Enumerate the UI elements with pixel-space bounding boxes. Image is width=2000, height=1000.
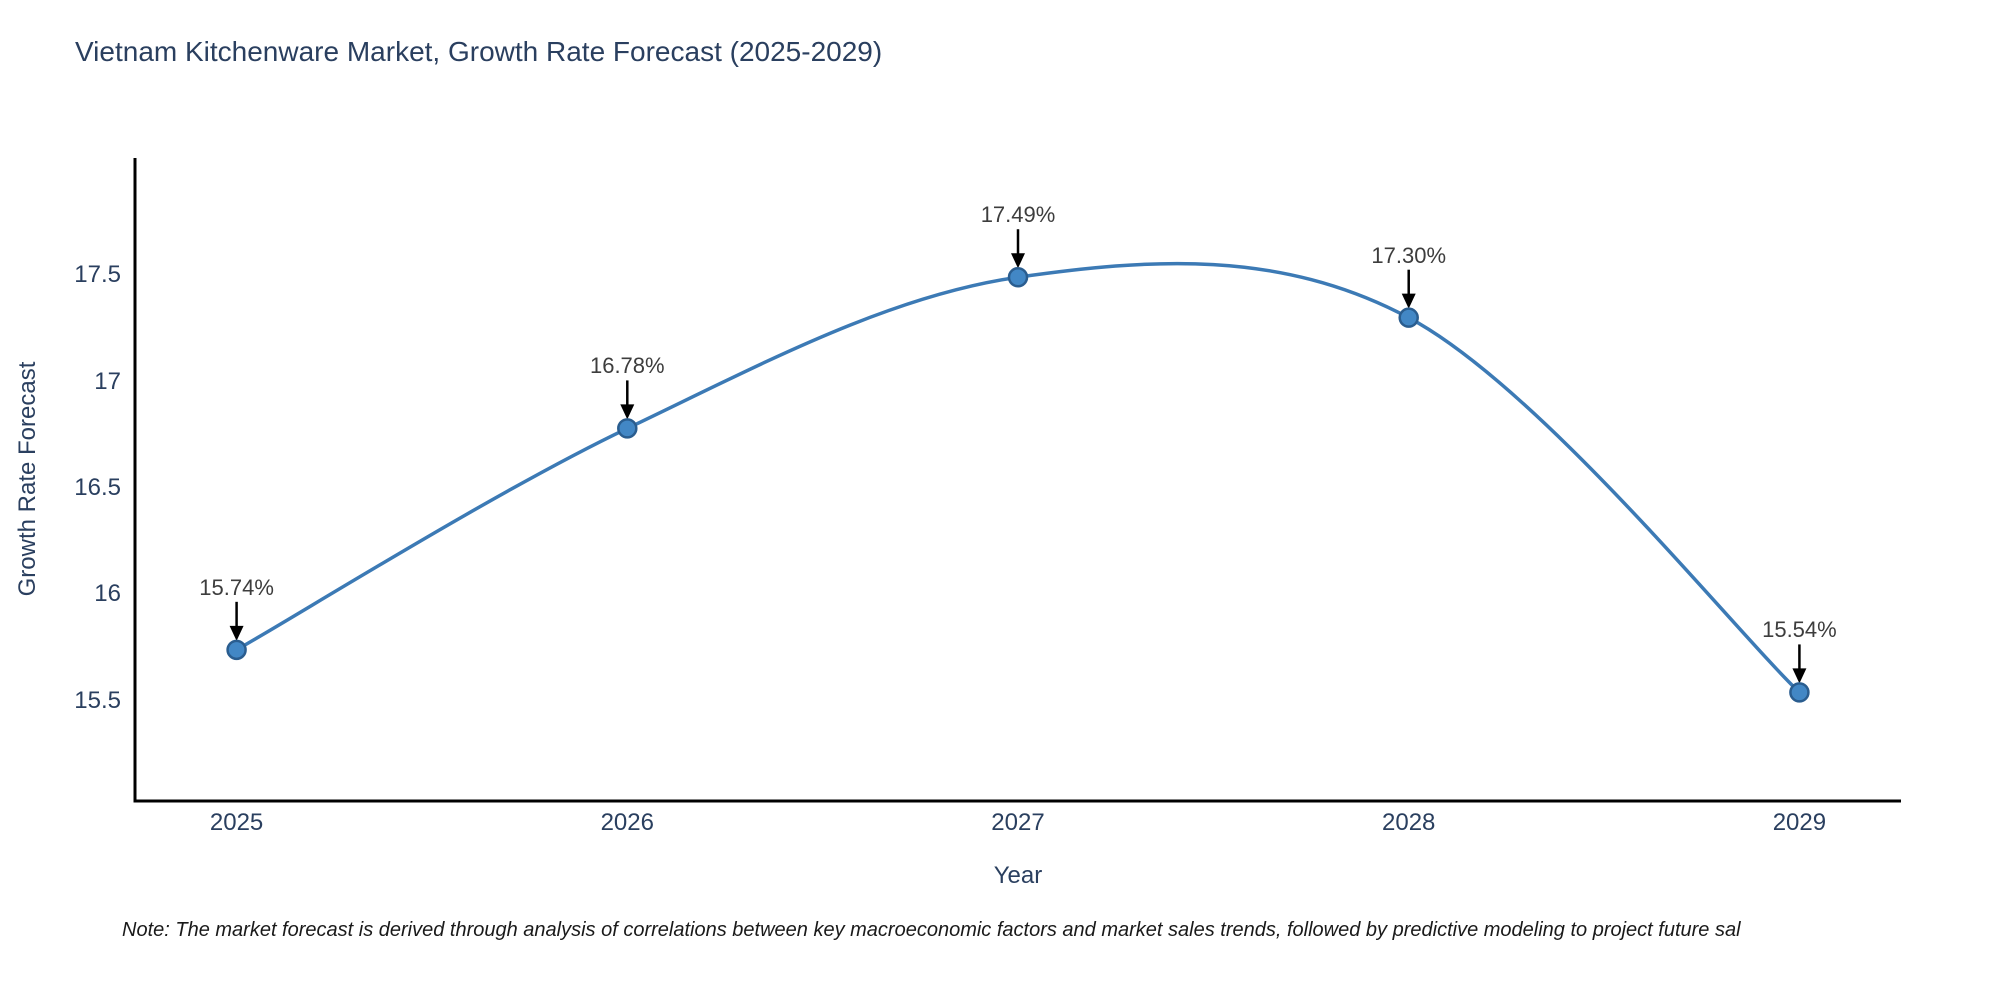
annotation-arrowhead-icon [1011,253,1025,269]
x-tick-label: 2026 [600,809,654,836]
x-tick-label: 2025 [209,809,264,836]
annotation-arrowhead-icon [620,404,635,420]
point-annotation: 17.49% [980,202,1056,228]
y-axis-title: Growth Rate Forecast [14,361,41,597]
data-point-marker[interactable] [1398,307,1419,328]
point-annotation: 17.30% [1371,242,1447,268]
y-tick-label: 16.5 [74,474,121,502]
annotation-arrowhead-icon [229,625,244,641]
y-tick-label: 16 [94,580,121,608]
forecast-line [234,261,1802,695]
data-point-marker[interactable] [226,639,247,661]
data-point-marker[interactable] [1007,266,1029,288]
y-tick-label: 15.5 [74,686,121,714]
point-annotation: 15.74% [199,574,274,600]
annotation-arrowhead-icon [1401,293,1416,309]
point-annotation: 15.54% [1762,617,1837,643]
x-tick-label: 2029 [1772,809,1827,836]
data-point-marker[interactable] [1789,682,1810,703]
y-tick-label: 17.5 [74,261,121,289]
data-point-marker[interactable] [617,418,638,439]
annotation-arrowhead-icon [1792,668,1807,684]
x-axis-title: Year [993,862,1043,889]
x-tick-label: 2027 [991,809,1045,836]
footnote: Note: The market forecast is derived thr… [122,919,1741,941]
x-tick-label: 2028 [1382,809,1436,836]
y-tick-label: 17 [94,367,121,395]
chart-title: Vietnam Kitchenware Market, Growth Rate … [75,36,883,67]
point-annotation: 16.78% [589,353,665,379]
